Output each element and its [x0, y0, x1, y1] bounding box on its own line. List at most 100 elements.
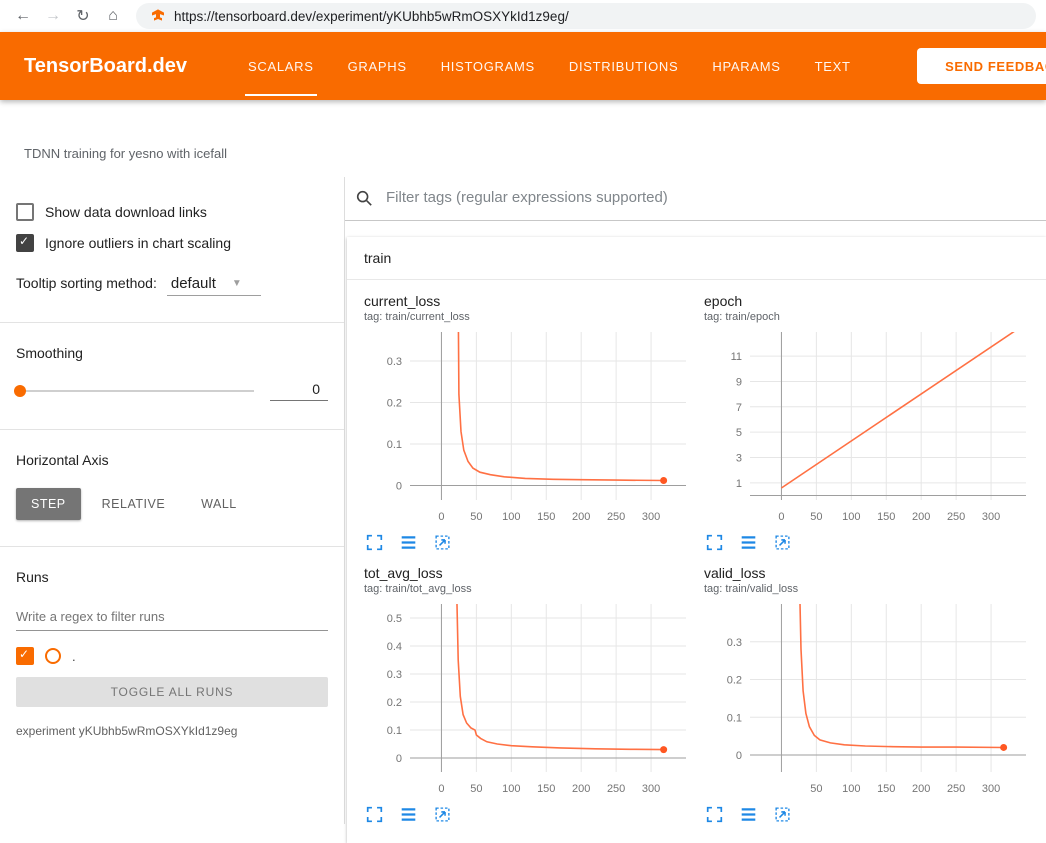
axis-relative-button[interactable]: RELATIVE — [87, 488, 181, 520]
url-text: https://tensorboard.dev/experiment/yKUbh… — [174, 9, 569, 24]
address-bar[interactable]: https://tensorboard.dev/experiment/yKUbh… — [136, 3, 1036, 29]
svg-text:0.1: 0.1 — [387, 725, 402, 737]
show-download-label: Show data download links — [45, 204, 207, 220]
svg-text:0.5: 0.5 — [387, 613, 402, 625]
back-icon[interactable]: ← — [10, 7, 36, 25]
run-row[interactable]: . — [16, 647, 328, 665]
svg-text:0: 0 — [396, 480, 402, 492]
chart-card-valid_loss: valid_losstag: train/valid_loss501001502… — [704, 565, 1036, 823]
chart-toolbar — [364, 801, 696, 823]
axis-wall-button[interactable]: WALL — [186, 488, 252, 520]
tab-scalars[interactable]: SCALARS — [231, 32, 331, 100]
tab-histograms[interactable]: HISTOGRAMS — [424, 32, 552, 100]
log-scale-icon[interactable] — [400, 806, 417, 823]
tab-hparams[interactable]: HPARAMS — [695, 32, 797, 100]
divider — [0, 322, 344, 323]
svg-text:0.2: 0.2 — [727, 675, 742, 687]
svg-text:0: 0 — [736, 750, 742, 762]
line-chart[interactable]: 05010015020025030000.10.20.3 — [364, 327, 696, 529]
tag-filter-row — [345, 177, 1046, 221]
tooltip-sorting-label: Tooltip sorting method: — [16, 275, 157, 291]
subheader: TDNN training for yesno with icefall — [0, 100, 1046, 161]
log-scale-icon[interactable] — [740, 806, 757, 823]
fit-domain-icon[interactable] — [774, 806, 791, 823]
line-chart[interactable]: 5010015020025030000.10.20.3 — [704, 599, 1036, 801]
chart-title: valid_loss — [704, 565, 1036, 581]
svg-text:150: 150 — [537, 783, 555, 795]
runs-filter-input[interactable] — [16, 605, 328, 631]
app-header: TensorBoard.dev SCALARSGRAPHSHISTOGRAMSD… — [0, 32, 1046, 100]
svg-text:50: 50 — [810, 511, 822, 523]
svg-text:300: 300 — [982, 783, 1000, 795]
line-chart[interactable]: 05010015020025030000.10.20.30.40.5 — [364, 599, 696, 801]
show-download-links-row[interactable]: Show data download links — [16, 203, 328, 221]
home-icon[interactable]: ⌂ — [100, 7, 126, 25]
reload-icon[interactable]: ↻ — [70, 6, 96, 26]
svg-text:250: 250 — [947, 511, 965, 523]
line-chart[interactable]: 0501001502002503001357911 — [704, 327, 1036, 529]
send-feedback-button[interactable]: SEND FEEDBACK — [917, 48, 1046, 84]
tab-distributions[interactable]: DISTRIBUTIONS — [552, 32, 696, 100]
smoothing-value[interactable]: 0 — [270, 381, 328, 401]
chart-card-tot_avg_loss: tot_avg_losstag: train/tot_avg_loss05010… — [364, 565, 696, 823]
settings-sidebar: Show data download links Ignore outliers… — [0, 177, 345, 824]
svg-text:0: 0 — [438, 783, 444, 795]
fullscreen-icon[interactable] — [366, 534, 383, 551]
smoothing-slider-thumb[interactable] — [14, 385, 26, 397]
run-checkbox[interactable] — [16, 647, 34, 665]
fit-domain-icon[interactable] — [774, 534, 791, 551]
runs-label: Runs — [16, 569, 328, 585]
svg-text:300: 300 — [642, 511, 660, 523]
svg-text:200: 200 — [572, 511, 590, 523]
chart-grid: current_losstag: train/current_loss05010… — [347, 280, 1046, 843]
svg-text:0: 0 — [438, 511, 444, 523]
run-color-swatch — [45, 648, 61, 664]
fullscreen-icon[interactable] — [706, 534, 723, 551]
chart-toolbar — [704, 529, 1036, 551]
tab-text[interactable]: TEXT — [798, 32, 868, 100]
ignore-outliers-row[interactable]: Ignore outliers in chart scaling — [16, 234, 328, 252]
svg-text:150: 150 — [537, 511, 555, 523]
tag-filter-input[interactable] — [384, 188, 1046, 207]
axis-step-button[interactable]: STEP — [16, 488, 81, 520]
smoothing-slider[interactable] — [16, 390, 254, 392]
forward-icon[interactable]: → — [40, 7, 66, 25]
svg-text:100: 100 — [502, 511, 520, 523]
log-scale-icon[interactable] — [400, 534, 417, 551]
svg-text:300: 300 — [642, 783, 660, 795]
svg-text:50: 50 — [470, 511, 482, 523]
divider — [0, 429, 344, 430]
tensorboard-favicon — [150, 8, 166, 24]
show-download-checkbox[interactable] — [16, 203, 34, 221]
train-group-header[interactable]: train — [347, 237, 1046, 280]
ignore-outliers-checkbox[interactable] — [16, 234, 34, 252]
tooltip-sorting-select[interactable]: default ▼ — [167, 274, 261, 296]
toggle-all-runs-button[interactable]: TOGGLE ALL RUNS — [16, 677, 328, 707]
svg-text:3: 3 — [736, 453, 742, 465]
divider — [0, 546, 344, 547]
svg-text:300: 300 — [982, 511, 1000, 523]
log-scale-icon[interactable] — [740, 534, 757, 551]
train-group-card: train current_losstag: train/current_los… — [347, 237, 1046, 843]
svg-text:200: 200 — [912, 511, 930, 523]
fit-domain-icon[interactable] — [434, 534, 451, 551]
svg-text:250: 250 — [607, 511, 625, 523]
experiment-description: TDNN training for yesno with icefall — [24, 146, 1022, 161]
run-name: . — [72, 649, 76, 664]
fit-domain-icon[interactable] — [434, 806, 451, 823]
svg-text:9: 9 — [736, 376, 742, 388]
horizontal-axis-label: Horizontal Axis — [16, 452, 328, 468]
fullscreen-icon[interactable] — [366, 806, 383, 823]
chart-title: current_loss — [364, 293, 696, 309]
svg-text:0.3: 0.3 — [387, 669, 402, 681]
svg-text:0.4: 0.4 — [387, 641, 402, 653]
svg-text:1: 1 — [736, 478, 742, 490]
svg-text:50: 50 — [810, 783, 822, 795]
svg-text:150: 150 — [877, 511, 895, 523]
ignore-outliers-label: Ignore outliers in chart scaling — [45, 235, 231, 251]
svg-text:0: 0 — [396, 753, 402, 765]
tab-graphs[interactable]: GRAPHS — [331, 32, 424, 100]
chart-card-current_loss: current_losstag: train/current_loss05010… — [364, 293, 696, 551]
fullscreen-icon[interactable] — [706, 806, 723, 823]
tooltip-sorting-value: default — [171, 275, 216, 292]
